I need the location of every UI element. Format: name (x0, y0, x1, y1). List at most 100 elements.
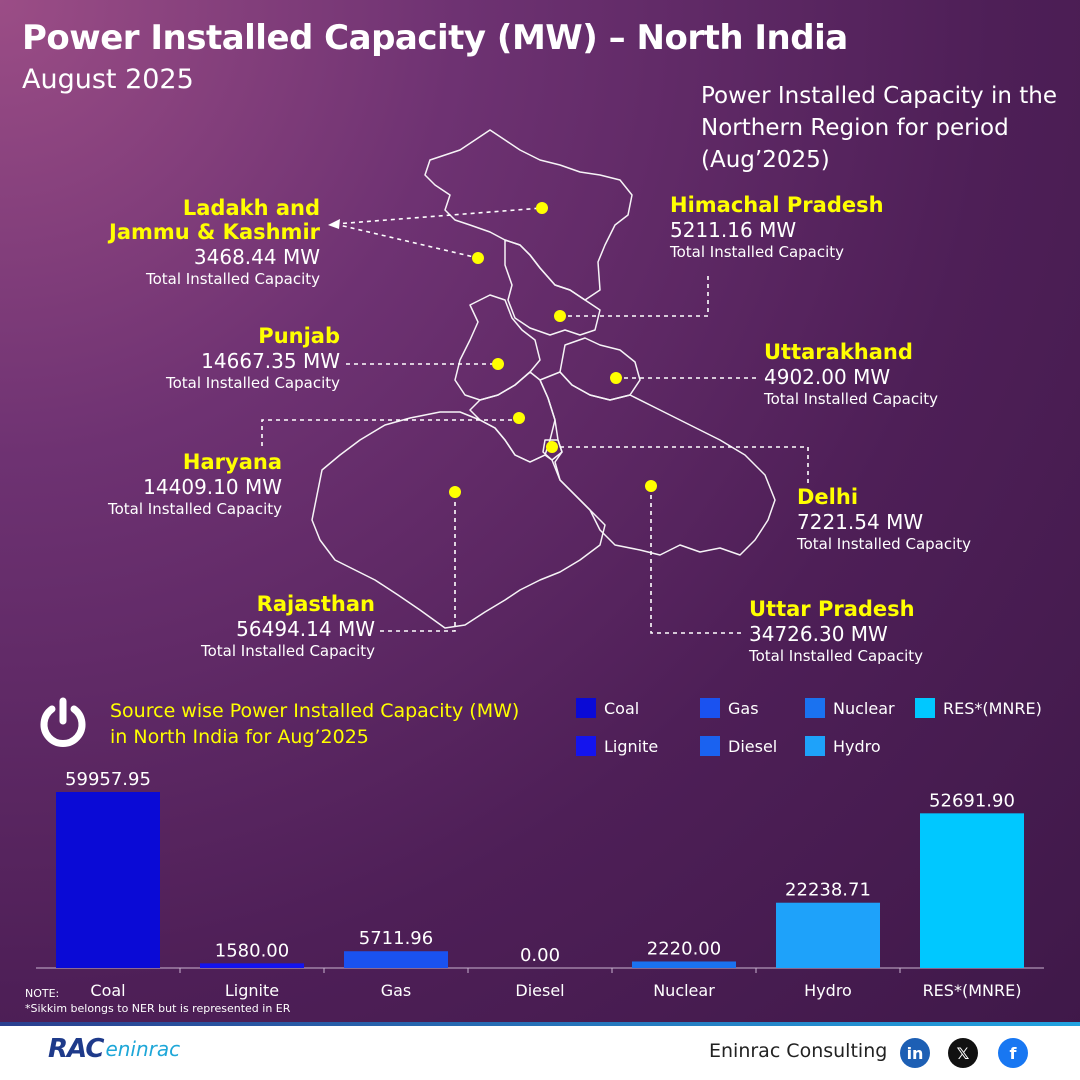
map-outline-jk-ladakh (424, 129, 633, 301)
leader-arrowhead (328, 219, 340, 229)
state-capacity-caption: Total Installed Capacity (165, 374, 340, 393)
bar-lignite (200, 963, 304, 968)
state-punjab: Punjab 14667.35 MW Total Installed Capac… (90, 324, 340, 392)
category-label: Hydro (804, 981, 852, 1000)
leader-jk-2 (334, 223, 479, 259)
footer: RAC eninrac Eninrac Consulting in 𝕏 f (0, 1022, 1080, 1080)
category-label: Nuclear (653, 981, 715, 1000)
state-capacity-caption: Total Installed Capacity (764, 390, 939, 409)
x-icon[interactable]: 𝕏 (948, 1038, 978, 1068)
state-name: Delhi (797, 485, 859, 509)
dot-ladakh (536, 202, 548, 214)
map-outline-himachal (504, 239, 601, 336)
legend-label: Nuclear (833, 698, 895, 718)
leader-delhi (552, 446, 809, 485)
map-outline-rajasthan (311, 411, 606, 629)
state-rajasthan: Rajasthan 56494.14 MW Total Installed Ca… (125, 592, 375, 660)
bar-res-mnre (920, 813, 1024, 968)
state-name: Uttar Pradesh (749, 597, 915, 621)
state-capacity-caption: Total Installed Capacity (670, 243, 845, 262)
state-delhi: Delhi 7221.54 MW Total Installed Capacit… (797, 485, 1057, 553)
legend-label: Coal (604, 698, 640, 718)
dot-uttarakhand (610, 372, 622, 384)
category-label: Diesel (515, 981, 564, 1000)
leader-rajasthan (380, 492, 456, 632)
footer-stripe (0, 1022, 1080, 1026)
bar-gas (344, 951, 448, 968)
legend-swatch (805, 736, 825, 756)
state-capacity-value: 7221.54 MW (797, 510, 924, 535)
note: NOTE: *Sikkim belongs to NER but is repr… (25, 986, 290, 1016)
state-name: Punjab (258, 324, 340, 348)
leader-himachal (560, 272, 709, 317)
state-dots (449, 202, 657, 498)
facebook-icon[interactable]: f (998, 1038, 1028, 1068)
state-name: Uttarakhand (764, 340, 913, 364)
legend-swatch (805, 698, 825, 718)
region-note: Power Installed Capacity in the Northern… (701, 83, 1057, 173)
state-capacity-value: 56494.14 MW (236, 617, 375, 642)
bar-value-label: 52691.90 (929, 790, 1015, 811)
linkedin-icon[interactable]: in (900, 1038, 930, 1068)
legend-item-nuclear: Nuclear (805, 698, 895, 718)
category-label: Lignite (225, 981, 279, 1000)
state-haryana: Haryana 14409.10 MW Total Installed Capa… (32, 450, 282, 518)
company-logo[interactable]: RAC eninrac (48, 1034, 180, 1064)
legend-item-diesel: Diesel (700, 736, 777, 756)
state-name: Rajasthan (256, 592, 375, 616)
leader-haryana (261, 419, 519, 446)
category-label: RES*(MNRE) (923, 981, 1022, 1000)
note-label: NOTE: (25, 987, 60, 1000)
bar-hydro (776, 902, 880, 968)
state-capacity-caption: Total Installed Capacity (107, 500, 282, 519)
dot-haryana (513, 412, 525, 424)
state-capacity-caption: Total Installed Capacity (749, 647, 924, 666)
legend-item-res-mnre: RES*(MNRE) (915, 698, 1042, 718)
state-jk: Ladakh and Jammu & Kashmir 3468.44 MW To… (70, 196, 320, 289)
state-capacity-caption: Total Installed Capacity (145, 270, 320, 289)
bar-coal (56, 792, 160, 968)
dot-jammu-kashmir (472, 252, 484, 264)
legend-label: Hydro (833, 736, 881, 756)
state-capacity-value: 34726.30 MW (749, 622, 888, 647)
note-text: *Sikkim belongs to NER but is represente… (25, 1002, 291, 1015)
dot-himachal (554, 310, 566, 322)
bar-value-label: 1580.00 (215, 940, 289, 961)
state-uttarakhand: Uttarakhand 4902.00 MW Total Installed C… (764, 340, 1024, 408)
page-subtitle: August 2025 (22, 64, 194, 95)
dot-delhi (546, 441, 558, 453)
state-capacity-caption: Total Installed Capacity (797, 535, 972, 554)
dot-punjab (492, 358, 504, 370)
legend-item-hydro: Hydro (805, 736, 881, 756)
state-capacity-caption: Total Installed Capacity (200, 642, 375, 661)
leader-up (650, 487, 745, 634)
source-chart-title: Source wise Power Installed Capacity (MW… (110, 698, 550, 750)
legend-label: Lignite (604, 736, 659, 756)
state-name: Ladakh and (182, 196, 320, 220)
legend-swatch (576, 698, 596, 718)
map-outline-delhi (542, 439, 563, 461)
state-capacity-value: 14667.35 MW (201, 349, 340, 374)
state-uttar-pradesh: Uttar Pradesh 34726.30 MW Total Installe… (749, 597, 1009, 665)
legend-swatch (700, 698, 720, 718)
state-capacity-value: 14409.10 MW (143, 475, 282, 500)
logo-wordmark: eninrac (105, 1037, 181, 1061)
legend-item-coal: Coal (576, 698, 639, 718)
map-outline-uttar-pradesh (539, 371, 776, 556)
state-himachal: Himachal Pradesh 5211.16 MW Total Instal… (670, 193, 930, 261)
brand-name: Eninrac Consulting (709, 1040, 888, 1062)
logo-mark: RAC (48, 1034, 104, 1064)
source-bar-chart: 59957.95 Coal 1580.00 Lignite 5711.96 Gas 0.00… (36, 790, 1044, 1000)
legend-swatch (700, 736, 720, 756)
legend-item-gas: Gas (700, 698, 759, 718)
source-title-line2: in North India for Aug’2025 (110, 726, 369, 748)
state-name: Haryana (182, 450, 282, 474)
bar-value-label: 2220.00 (647, 938, 721, 959)
legend-label: RES*(MNRE) (943, 698, 1042, 718)
leader-jk-1 (334, 207, 543, 225)
state-capacity-value: 4902.00 MW (764, 365, 891, 390)
state-name-line2: Jammu & Kashmir (109, 220, 320, 245)
bar-nuclear (632, 961, 736, 968)
state-name: Himachal Pradesh (670, 193, 884, 217)
